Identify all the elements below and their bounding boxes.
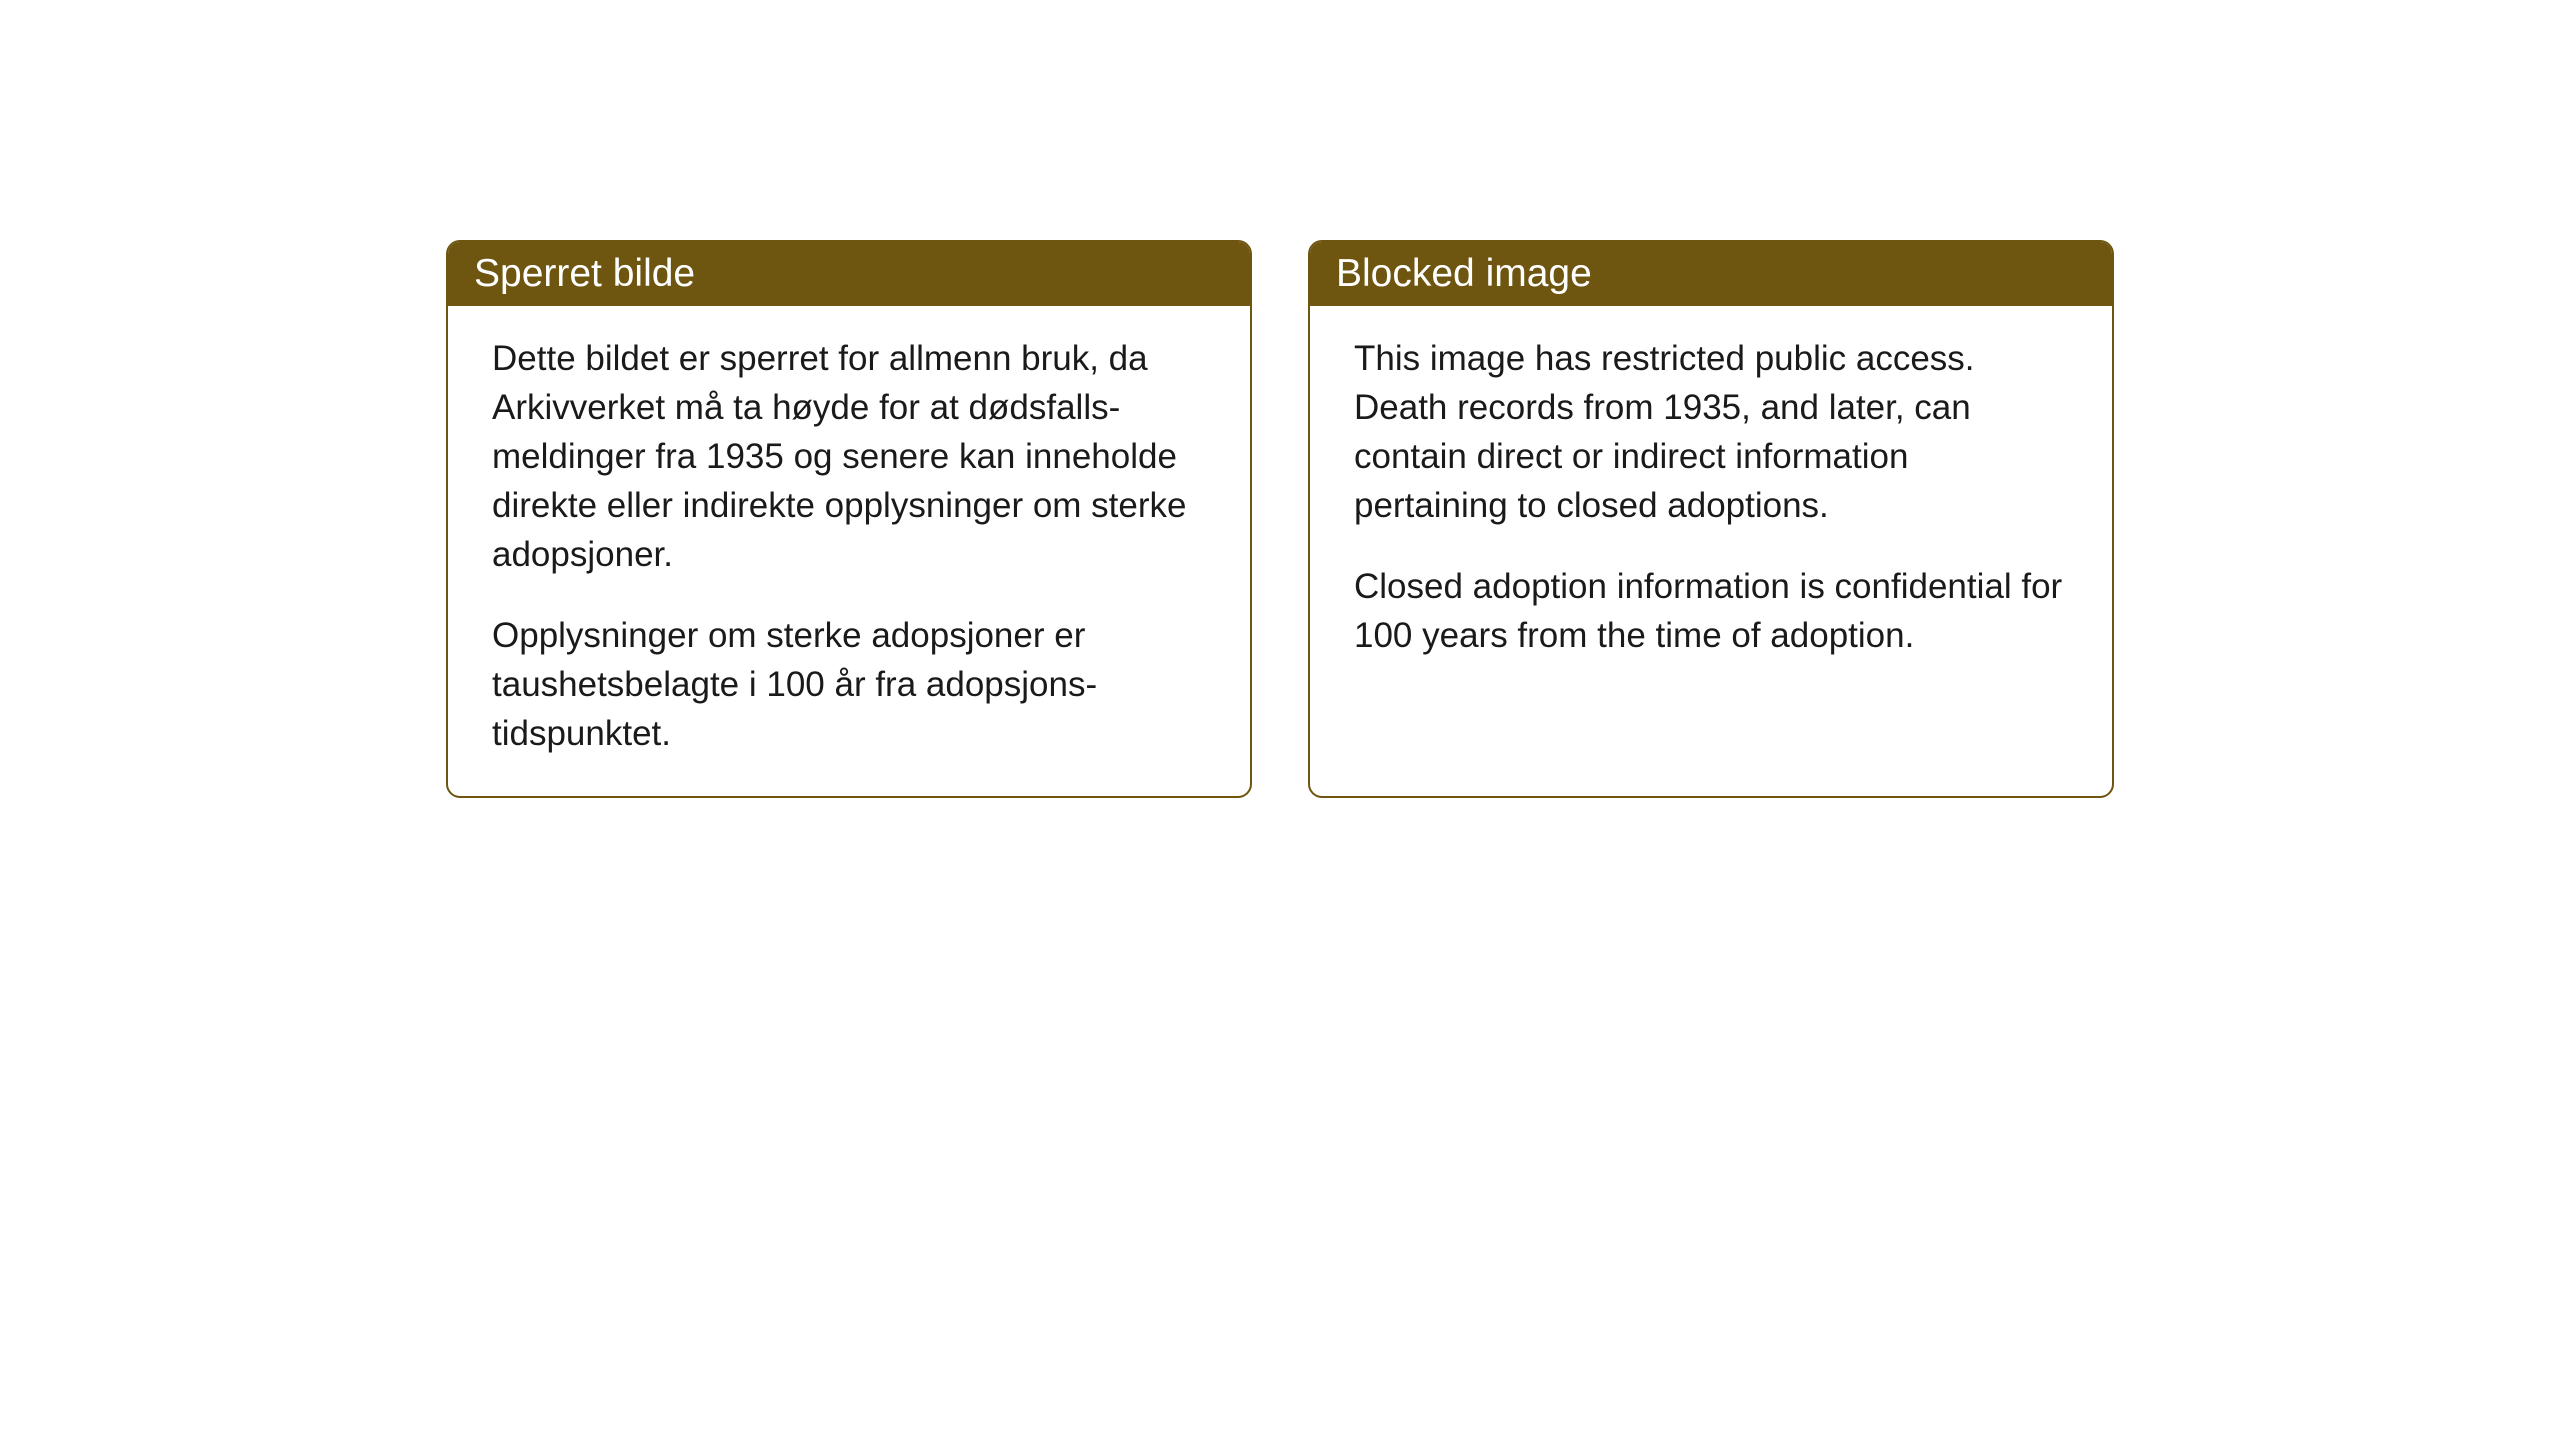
card-header-norwegian: Sperret bilde: [448, 242, 1250, 306]
card-header-english: Blocked image: [1310, 242, 2112, 306]
card-title-english: Blocked image: [1336, 252, 1592, 295]
notice-card-norwegian: Sperret bilde Dette bildet er sperret fo…: [446, 240, 1252, 798]
card-paragraph-2-norwegian: Opplysninger om sterke adopsjoner er tau…: [492, 611, 1206, 758]
card-paragraph-2-english: Closed adoption information is confident…: [1354, 562, 2068, 660]
card-body-english: This image has restricted public access.…: [1310, 306, 2112, 698]
card-paragraph-1-norwegian: Dette bildet er sperret for allmenn bruk…: [492, 334, 1206, 579]
card-body-norwegian: Dette bildet er sperret for allmenn bruk…: [448, 306, 1250, 796]
notice-cards-container: Sperret bilde Dette bildet er sperret fo…: [446, 240, 2114, 798]
notice-card-english: Blocked image This image has restricted …: [1308, 240, 2114, 798]
card-paragraph-1-english: This image has restricted public access.…: [1354, 334, 2068, 530]
card-title-norwegian: Sperret bilde: [474, 252, 695, 295]
